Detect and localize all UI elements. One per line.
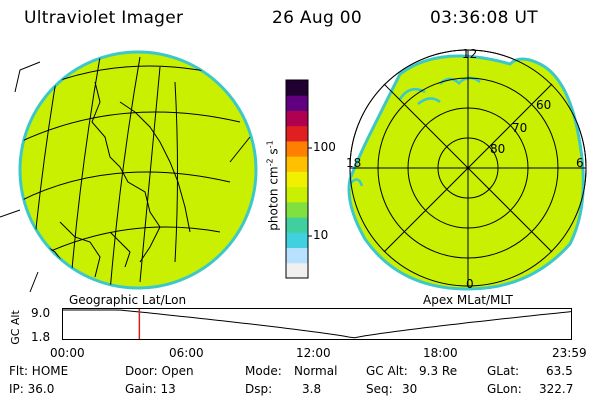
- glon-label: GLon:: [487, 382, 522, 396]
- colorbar-segment: [286, 110, 308, 127]
- colorbar-segment: [286, 95, 308, 111]
- colorbar-label-exp2: -1: [265, 140, 275, 149]
- dsp-value: 3.8: [302, 382, 322, 396]
- altitude-ylabel: GC Alt: [8, 310, 22, 345]
- colorbar-label-unit: photon cm: [266, 166, 281, 231]
- mode-value: Normal: [294, 364, 338, 378]
- colorbar-segment: [286, 217, 308, 233]
- altitude-ymax: 9.0: [31, 306, 51, 320]
- mlt-label-12: 12: [462, 47, 478, 61]
- polar-map: [347, 49, 587, 291]
- colorbar-label-exp1: -2: [265, 158, 275, 167]
- seq-value: 30: [402, 382, 418, 396]
- colorbar-segment: [286, 125, 308, 142]
- header-date: 26 Aug 00: [272, 8, 362, 28]
- mlat-label-80: 80: [490, 142, 506, 156]
- altitude-plot: [62, 308, 573, 340]
- colorbar-label: photon cm-2 s-1: [266, 121, 281, 251]
- altitude-ymin: 1.8: [31, 330, 51, 344]
- ip-info: IP: 36.0: [9, 382, 55, 396]
- colorbar-segment: [286, 80, 308, 96]
- app-title: Ultraviolet Imager: [24, 8, 184, 28]
- colorbar-scale: [286, 80, 308, 279]
- colorbar-segment: [286, 171, 308, 188]
- colorbar-segment: [286, 140, 308, 157]
- colorbar-label-s: s: [266, 148, 281, 155]
- altitude-curve: [63, 309, 573, 339]
- seq-label: Seq:: [366, 382, 393, 396]
- gain-info: Gain: 13: [125, 382, 176, 396]
- geographic-map: [0, 50, 258, 292]
- colorbar-segment: [286, 262, 308, 279]
- door-info: Door: Open: [125, 364, 194, 378]
- colorbar-segment: [286, 186, 308, 203]
- xtick-0000: 00:00: [50, 346, 85, 360]
- mlat-label-60: 60: [536, 98, 552, 112]
- mlt-label-6: 6: [576, 156, 584, 170]
- colorbar-segment: [286, 201, 308, 218]
- mode-label: Mode:: [245, 364, 282, 378]
- xtick-1800: 18:00: [423, 346, 458, 360]
- glat-value: 63.5: [546, 364, 573, 378]
- colorbar-segment: [286, 156, 308, 172]
- colorbar-tick-10: 10: [313, 228, 329, 242]
- dsp-label: Dsp:: [245, 382, 273, 396]
- glon-value: 322.7: [539, 382, 574, 396]
- gcalt-value: 9.3 Re: [419, 364, 458, 378]
- mlat-label-70: 70: [512, 121, 528, 135]
- glat-label: GLat:: [487, 364, 520, 378]
- gcalt-label: GC Alt:: [366, 364, 408, 378]
- flight-info: Flt: HOME: [9, 364, 69, 378]
- header-time: 03:36:08 UT: [430, 8, 538, 28]
- geographic-caption: Geographic Lat/Lon: [69, 293, 187, 307]
- mlt-label-0: 0: [466, 277, 474, 291]
- colorbar-tick-100: 100: [313, 140, 336, 154]
- colorbar-segment: [286, 232, 308, 249]
- xtick-1200: 12:00: [296, 346, 331, 360]
- apex-caption: Apex MLat/MLT: [423, 293, 513, 307]
- polar-image-region: [347, 54, 585, 291]
- colorbar: [285, 79, 312, 279]
- xtick-2359: 23:59: [552, 346, 587, 360]
- xtick-0600: 06:00: [169, 346, 204, 360]
- mlt-label-18: 18: [346, 156, 362, 170]
- colorbar-segment: [286, 247, 308, 264]
